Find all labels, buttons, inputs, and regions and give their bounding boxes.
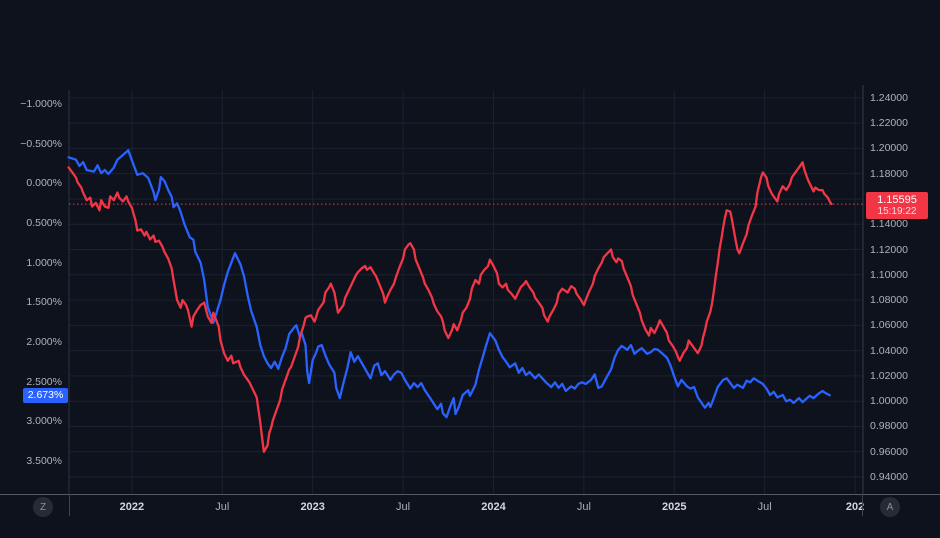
right-axis-tick: 1.22000 [870,117,908,130]
time-axis-tick: Jul [757,501,772,513]
time-axis-line [0,494,940,495]
time-axis-tick: 2022 [119,501,145,513]
left-axis-tick: 0.500% [26,217,62,230]
plot-right-tick [862,494,863,516]
spread-line [67,149,831,419]
left-axis-tick: 2.000% [26,335,62,348]
spread-last-value-badge: 2.673% [23,387,68,403]
right-axis-tick: 1.00000 [870,395,908,408]
plot-left-tick [69,494,70,516]
right-axis-tick: 0.96000 [870,445,908,458]
right-axis-tick: 1.02000 [870,369,908,382]
eurusd-last-price: 1.15595 [877,194,917,207]
eurusd-last-time: 15:19:22 [877,206,917,218]
left-axis-tick: −1.000% [20,98,62,111]
right-axis-tick: 1.08000 [870,294,908,307]
time-axis-tick: Jul [576,501,591,513]
time-axis-tick: Jul [396,501,411,513]
time-axis-tick: 2024 [481,501,506,513]
right-axis-tick: 1.18000 [870,167,908,180]
right-axis-tick: 1.04000 [870,344,908,357]
eurusd-last-value-badge: 1.15595 15:19:22 [866,192,928,220]
left-axis-tick: 1.500% [26,296,62,309]
right-axis-tick: 1.12000 [870,243,908,256]
time-axis-tick: 202 [845,501,865,513]
time-axis-tick: 2025 [662,501,687,513]
right-axis-tick: 0.98000 [870,420,908,433]
auto-scale-button[interactable]: A [880,497,900,517]
right-axis-tick: 1.20000 [870,142,908,155]
right-axis-tick: 1.24000 [870,91,908,104]
timezone-button[interactable]: Z [33,497,53,517]
time-axis-tick: 2023 [300,501,325,513]
right-axis-tick: 1.10000 [870,268,908,281]
left-axis-tick: 3.500% [26,454,62,467]
time-axis-tick: Jul [215,501,230,513]
right-axis-tick: 1.14000 [870,218,908,231]
left-axis-tick: 0.000% [26,177,62,190]
eurusd-line [67,161,833,453]
right-axis-tick: 0.94000 [870,471,908,484]
left-axis-tick: 3.000% [26,415,62,428]
left-axis-tick: 1.000% [26,256,62,269]
spread-last-value: 2.673% [27,389,64,402]
right-axis-tick: 1.06000 [870,319,908,332]
left-axis-tick: 2.500% [26,375,62,388]
left-axis-tick: −0.500% [20,137,62,150]
